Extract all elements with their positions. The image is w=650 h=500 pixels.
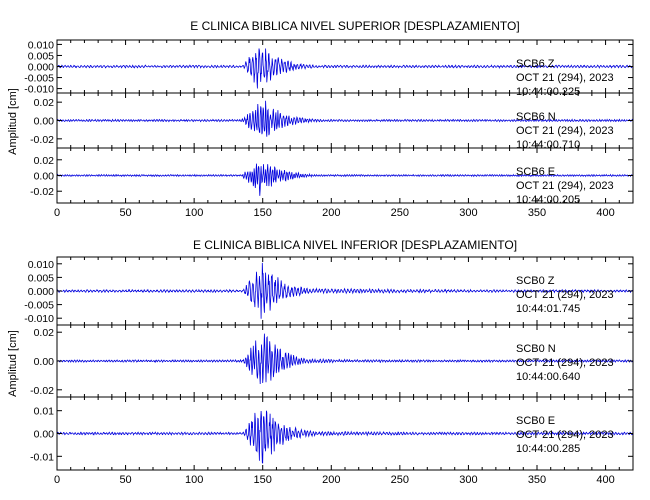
station-label: SCB6 Z xyxy=(516,58,555,70)
y-tick-label: 0.00 xyxy=(34,356,55,368)
y-tick-label: 0.005 xyxy=(28,50,54,62)
trace-panel-scb6-e: -0.02 0.00 0.02 SCB6 E OCT 21 (294), 2023 10:… xyxy=(30,147,634,206)
y-tick-label: 0.010 xyxy=(28,39,54,51)
y-tick-label: 0.00 xyxy=(34,429,55,441)
x-tick-label: 100 xyxy=(185,474,203,486)
station-label: SCB0 E xyxy=(516,415,555,427)
date-label: OCT 21 (294), 2023 xyxy=(516,357,614,369)
y-tick-label: -0.02 xyxy=(30,186,54,198)
x-tick-label: 200 xyxy=(322,207,340,219)
y-tick-label: -0.005 xyxy=(24,300,54,312)
time-label: 10:44:00.225 xyxy=(516,86,580,98)
station-label: SCB0 Z xyxy=(516,275,555,287)
y-tick-label: 0.02 xyxy=(34,327,55,339)
x-tick-label: 400 xyxy=(596,474,614,486)
x-tick-label: 100 xyxy=(185,207,203,219)
waveform-line xyxy=(57,48,633,89)
station-label: SCB6 E xyxy=(516,166,555,178)
time-label: 10:44:00.640 xyxy=(516,371,580,383)
y-tick-label: -0.02 xyxy=(30,385,54,397)
date-label: OCT 21 (294), 2023 xyxy=(516,72,614,84)
y-tick-label: -0.02 xyxy=(30,134,54,146)
date-label: OCT 21 (294), 2023 xyxy=(516,289,614,301)
y-tick-label: 0.02 xyxy=(34,155,55,167)
x-tick-label: 0 xyxy=(54,474,60,486)
x-tick-label: 150 xyxy=(254,474,272,486)
y-tick-label: 0.02 xyxy=(34,97,55,109)
time-label: 10:44:00.285 xyxy=(516,443,580,455)
y-tick-label: 0.000 xyxy=(28,286,54,298)
y-axis-label: Amplitud [cm] xyxy=(7,88,19,155)
waveform-line xyxy=(57,333,633,385)
chart-title: E CLINICA BIBLICA NIVEL SUPERIOR [DESPLA… xyxy=(190,19,519,33)
x-tick-label: 50 xyxy=(119,207,131,219)
x-tick-label: 350 xyxy=(528,207,546,219)
station-label: SCB6 N xyxy=(516,111,556,123)
date-label: OCT 21 (294), 2023 xyxy=(516,429,614,441)
station-label: SCB0 N xyxy=(516,343,556,355)
x-tick-label: 300 xyxy=(459,207,477,219)
y-tick-label: 0.00 xyxy=(34,116,55,128)
seismogram-group-inferior: E CLINICA BIBLICA NIVEL INFERIOR [DESPLA… xyxy=(7,238,634,486)
x-tick-label: 0 xyxy=(54,207,60,219)
y-tick-label: 0.00 xyxy=(34,171,55,183)
trace-panel-scb6-n: -0.02 0.00 0.02 SCB6 N OCT 21 (294), 2023 10:… xyxy=(30,92,634,151)
time-label: 10:44:00.205 xyxy=(516,194,580,206)
chart-title: E CLINICA BIBLICA NIVEL INFERIOR [DESPLA… xyxy=(193,238,517,252)
trace-panel-scb0-n: -0.02 0.00 0.02 SCB0 N OCT 21 (294), 2023 10:… xyxy=(30,324,634,398)
y-tick-label: 0.000 xyxy=(28,62,54,74)
date-label: OCT 21 (294), 2023 xyxy=(516,180,614,192)
x-tick-label: 400 xyxy=(596,207,614,219)
time-label: 10:44:01.745 xyxy=(516,303,580,315)
y-tick-label: 0.010 xyxy=(28,259,54,271)
x-tick-label: 350 xyxy=(528,474,546,486)
y-tick-label: 0.005 xyxy=(28,272,54,284)
seismogram-group-superior: E CLINICA BIBLICA NIVEL SUPERIOR [DESPLA… xyxy=(7,19,634,219)
x-tick-label: 200 xyxy=(322,474,340,486)
time-label: 10:44:00.710 xyxy=(516,139,580,151)
x-tick-label: 250 xyxy=(391,207,409,219)
waveform-line xyxy=(57,163,633,196)
waveform-line xyxy=(57,100,633,137)
trace-panel-scb0-e: -0.01 0.00 0.01 SCB0 E OCT 21 (294), 2023 10:… xyxy=(30,396,634,471)
x-tick-label: 50 xyxy=(119,474,131,486)
y-tick-label: -0.005 xyxy=(24,73,54,85)
x-tick-label: 150 xyxy=(254,207,272,219)
y-tick-label: -0.01 xyxy=(30,451,54,463)
y-tick-label: 0.01 xyxy=(34,406,55,418)
date-label: OCT 21 (294), 2023 xyxy=(516,125,614,137)
y-axis-label: Amplitud [cm] xyxy=(7,330,19,397)
x-tick-label: 300 xyxy=(459,474,477,486)
x-tick-label: 250 xyxy=(391,474,409,486)
waveform-line xyxy=(57,410,633,464)
y-tick-label: -0.010 xyxy=(24,313,54,325)
waveform-line xyxy=(57,262,633,319)
y-tick-label: -0.010 xyxy=(24,84,54,96)
